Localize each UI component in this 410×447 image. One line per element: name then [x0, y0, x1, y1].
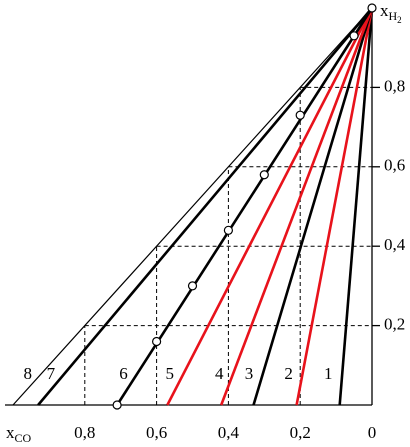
y-axis-label-main: x [380, 1, 389, 20]
series-label: 6 [119, 364, 128, 383]
x-tick-label: 0 [368, 423, 377, 442]
marker [295, 110, 305, 120]
x-tick-label: 0,8 [74, 423, 95, 442]
series-line [338, 7, 374, 406]
marker [223, 225, 233, 235]
series-line [220, 7, 374, 406]
marker [367, 3, 377, 13]
y-axis-label: xH2 [380, 1, 402, 25]
marker [187, 281, 198, 291]
x-tick-label: 0,2 [290, 423, 311, 442]
x-axis-label: xCO [6, 423, 32, 445]
y-tick-label: 0,6 [384, 156, 405, 175]
y-tick-label: 0,4 [384, 235, 406, 254]
series-label: 8 [23, 364, 32, 383]
x-axis-label-main: x [6, 423, 15, 442]
marker [112, 400, 122, 410]
y-tick-label: 0,8 [384, 76, 405, 95]
x-tick-label: 0,6 [146, 423, 167, 442]
x-tick-label: 0,4 [218, 423, 240, 442]
series-label: 2 [284, 364, 293, 383]
marker [349, 31, 359, 41]
series-line [37, 7, 373, 406]
x-axis-label-sub: CO [15, 431, 32, 445]
series-line [166, 7, 374, 406]
y-tick-label: 0,2 [384, 315, 405, 334]
series-label: 3 [245, 364, 254, 383]
marker [152, 336, 162, 347]
series-label: 5 [165, 364, 174, 383]
y-axis-label-subsub: 2 [397, 15, 402, 25]
y-axis-label-sub: H [389, 9, 398, 23]
series-line [295, 7, 374, 406]
series-label: 4 [215, 364, 224, 383]
series-line [252, 7, 374, 406]
marker [259, 170, 269, 180]
series-line [12, 7, 373, 406]
series-label: 1 [324, 364, 333, 383]
series-label: 7 [47, 364, 56, 383]
